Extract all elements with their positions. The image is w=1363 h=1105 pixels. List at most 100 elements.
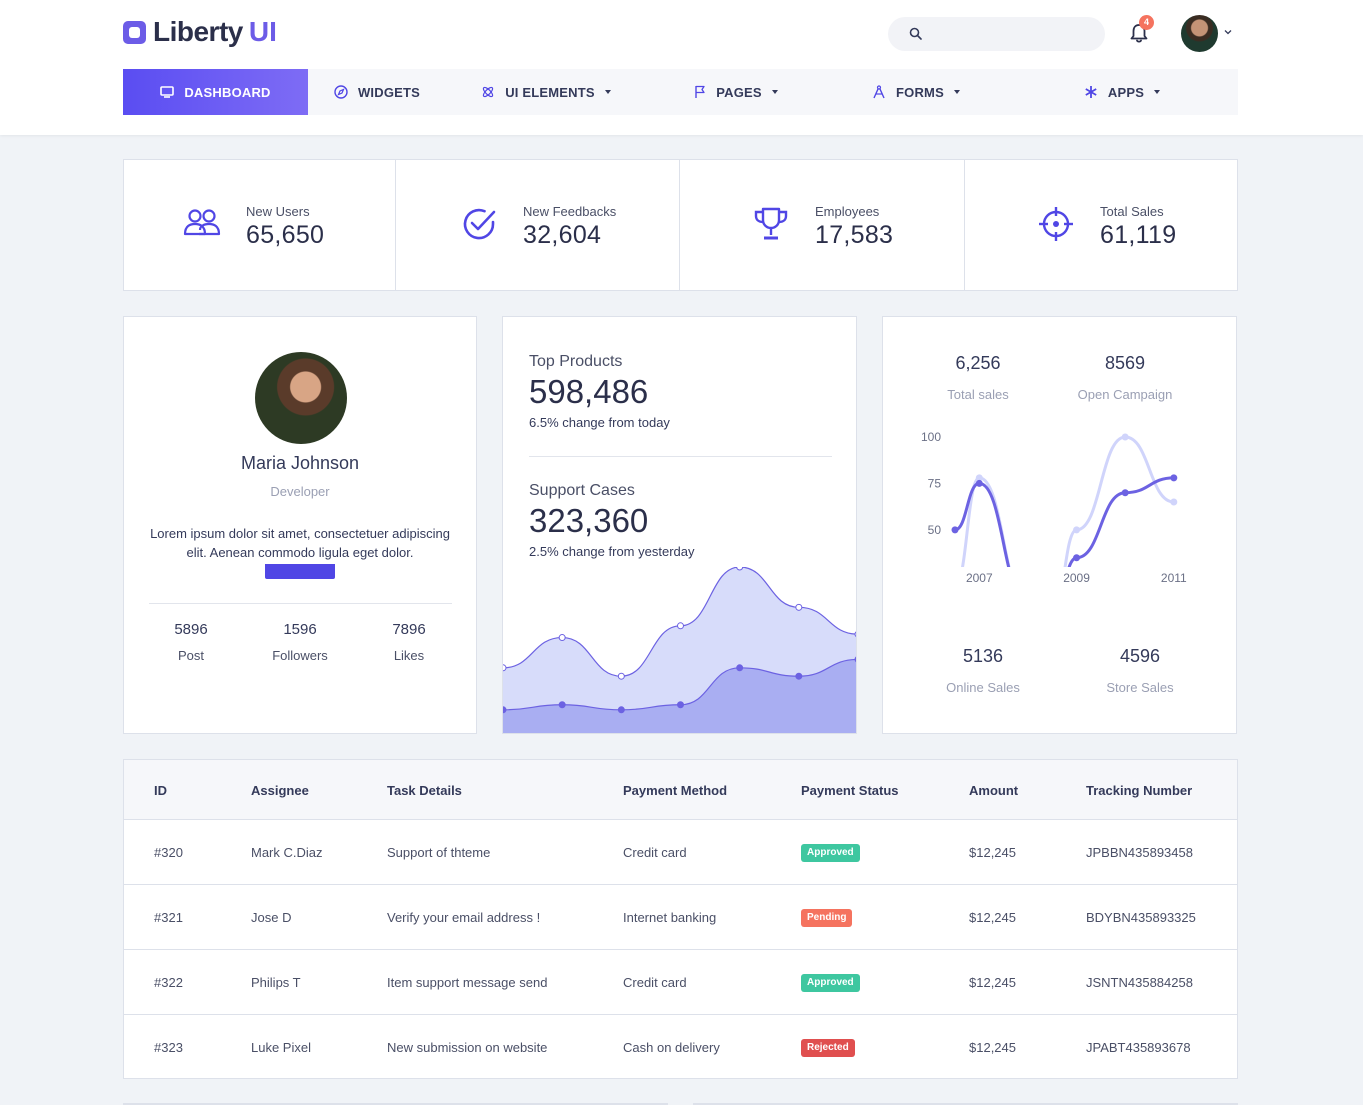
col-tracking-number: Tracking Number [1086,783,1193,798]
table-row[interactable]: #320 Mark C.Diaz Support of thteme Credit c… [124,820,1237,885]
cell-method: Cash on delivery [623,1040,720,1055]
sales-card: 6,256 Total sales 8569 Open Campaign 100… [882,316,1237,734]
area-point [617,672,625,680]
cell-method: Credit card [623,975,687,990]
area-point [677,622,684,630]
nav-widgets[interactable]: WIDGETS [308,69,446,115]
support-cases-change: 2.5% change from yesterday [529,544,695,559]
stat-value: 17,583 [815,221,894,249]
cell-task: Item support message send [387,975,548,990]
nav-pages[interactable]: PAGES [646,69,826,115]
area-point [736,567,744,571]
col-payment-status: Payment Status [801,783,899,798]
table-row[interactable]: #321 Jose D Verify your email address ! Int… [124,885,1237,950]
area-point [854,656,856,663]
line-point [975,474,983,482]
nav-label: APPS [1107,84,1145,100]
cell-task: Verify your email address ! [387,910,541,925]
orders-table: ID Assignee Task Details Payment Method … [123,759,1238,1079]
profile-stat-followers: 1596 Followers [250,621,350,663]
cell-task: New submission on website [387,1040,548,1055]
profile-description: Lorem ipsum dolor sit amet, consectetuer… [150,526,450,560]
stats-row: New Users 65,650 New Feedbacks 32,604 Em… [123,159,1238,291]
search-input[interactable] [932,23,1092,45]
top-products-value: 598,486 [529,373,649,410]
nav-dashboard[interactable]: DASHBOARD [123,69,308,115]
stat-new-users: New Users 65,650 [124,160,396,290]
main-nav: DASHBOARD WIDGETS UI ELEMENTS PAGES [123,69,1238,115]
area-point [736,664,744,672]
caret-down-icon [953,90,960,94]
cell-task: Support of thteme [387,845,491,860]
support-cases-title: Support Cases [529,482,635,499]
area-point [677,701,684,709]
nav-forms[interactable]: FORMS [826,69,1006,115]
divider [529,456,832,457]
y-tick-label: 50 [928,523,942,537]
area-point [503,706,507,714]
profile-stat-label: Likes [393,648,425,663]
line-point [1073,554,1081,562]
table-row[interactable]: #323 Luke Pixel New submission on website C… [124,1015,1237,1080]
profile-avatar [255,352,347,444]
search-box[interactable] [888,17,1105,51]
asterisk-icon [1085,86,1097,98]
top-products-change: 6.5% change from today [529,415,670,430]
profile-card: Maria Johnson Developer Lorem ipsum dolo… [123,316,477,734]
brand-name: Liberty [153,16,243,47]
compass-icon [334,85,348,99]
stat-label: New Users [246,204,310,219]
area-point [617,706,625,714]
total-sales-value: 6,256 [955,353,1001,373]
flag-icon [695,85,705,98]
monitor-icon [160,86,175,98]
cell-assignee: Jose D [251,910,292,925]
compass-tool-icon [873,85,885,99]
line-series-0 [960,435,1175,567]
cell-tracking: JSNTN435884258 [1086,975,1193,990]
profile-stat-value: 7896 [392,621,426,638]
stat-value: 61,119 [1100,221,1177,249]
open-campaign-value: 8569 [1104,353,1146,373]
area-point [558,634,566,642]
stat-label: Total Sales [1100,204,1164,219]
status-badge: Approved [801,844,860,862]
area-point [558,701,566,709]
top-header: Liberty UI 4 DASHBOARD WIDGE [0,0,1363,135]
notification-badge: 4 [1139,15,1154,30]
logo-icon [123,20,146,44]
nav-label: WIDGETS [357,84,421,100]
col-task-details: Task Details [387,783,462,798]
user-avatar[interactable] [1181,15,1218,52]
col-id: ID [154,783,167,798]
caret-down-icon [771,90,778,94]
profile-name: Maria Johnson [240,453,360,473]
x-tick-label: 2011 [1161,571,1187,585]
profile-stat-value: 1596 [283,621,317,638]
area-point [795,603,803,611]
line-point [1073,526,1081,534]
search-icon [909,27,922,40]
brand-logo[interactable]: Liberty UI [123,16,277,48]
cell-amount: $12,245 [969,910,1016,925]
cell-amount: $12,245 [969,845,1016,860]
x-tick-label: 2007 [966,571,993,585]
cell-amount: $12,245 [969,1040,1016,1055]
area-series-1 [503,659,856,733]
support-cases-value: 323,360 [529,502,649,539]
cell-id: #321 [154,910,183,925]
stat-value: 65,650 [246,221,325,249]
cell-method: Credit card [623,845,687,860]
cell-assignee: Philips T [251,975,301,990]
table-row[interactable]: #322 Philips T Item support message send Cr… [124,950,1237,1015]
store-sales-value: 4596 [1119,646,1161,666]
line-point [1121,433,1129,441]
nav-ui-elements[interactable]: UI ELEMENTS [446,69,646,115]
top-products-title: Top Products [529,353,623,370]
area-point [854,631,856,638]
stat-total-sales: Total Sales 61,119 [965,160,1237,290]
chevron-down-icon[interactable] [1224,28,1232,36]
nav-apps[interactable]: APPS [1006,69,1238,115]
area-point [795,672,803,680]
follow-button[interactable] [265,564,335,579]
